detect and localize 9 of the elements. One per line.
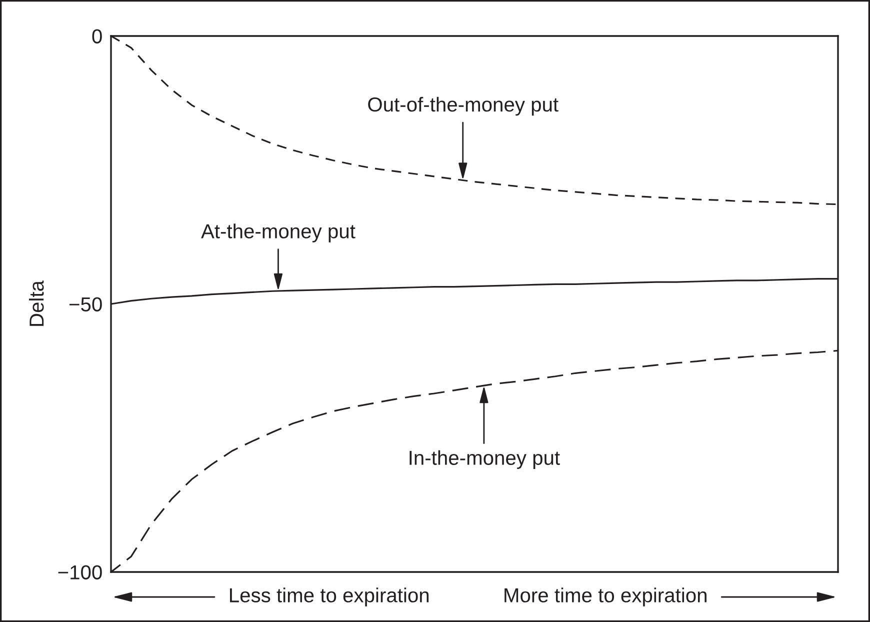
text: More time to expiration bbox=[504, 588, 706, 606]
y-tick-label: 0 bbox=[92, 29, 102, 44]
y-axis-title: Delta bbox=[28, 280, 44, 326]
y-tick-label: −50 bbox=[70, 297, 102, 312]
y-tick-label: −100 bbox=[58, 565, 102, 580]
text: At-the-money put bbox=[201, 224, 356, 242]
text: Less time to expiration bbox=[230, 588, 429, 606]
text: In-the-money put bbox=[410, 450, 560, 469]
text: Out-of-the-money put bbox=[368, 96, 558, 116]
